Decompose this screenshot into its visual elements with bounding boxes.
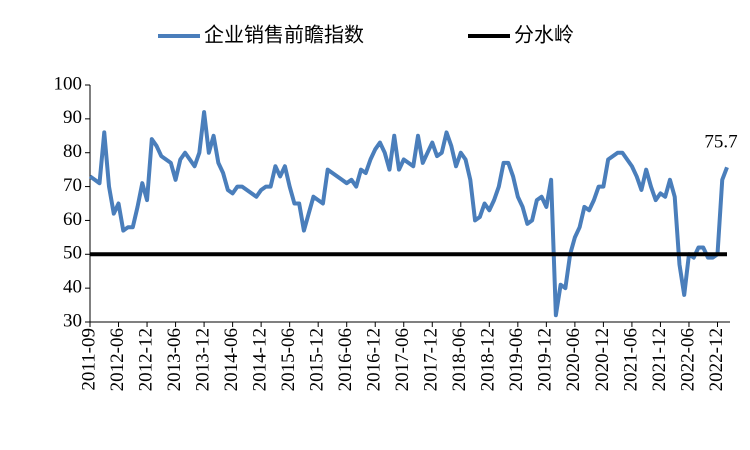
y-tick-label: 50	[63, 243, 82, 264]
legend-label: 分水岭	[514, 23, 574, 47]
x-tick-label: 2015-06	[278, 328, 299, 391]
x-tick-label: 2021-12	[649, 328, 670, 391]
x-tick-label: 2018-12	[478, 328, 499, 391]
x-tick-label: 2019-12	[535, 328, 556, 391]
x-tick-label: 2013-12	[192, 328, 213, 391]
x-tick-label: 2022-06	[677, 328, 698, 391]
data-line	[88, 110, 729, 318]
x-tick-label: 2020-12	[592, 328, 613, 391]
y-tick-label: 70	[63, 175, 82, 196]
y-tick-label: 100	[54, 73, 83, 94]
y-tick-label: 40	[63, 277, 82, 298]
x-tick-label: 2012-06	[107, 328, 128, 391]
x-tick-label: 2021-06	[620, 328, 641, 391]
x-tick-label: 2012-12	[135, 328, 156, 391]
x-tick-label: 2017-12	[421, 328, 442, 391]
x-tick-label: 2014-06	[221, 328, 242, 391]
x-tick-label: 2013-06	[164, 328, 185, 391]
x-tick-label: 2016-06	[335, 328, 356, 391]
x-tick-label: 2018-06	[449, 328, 470, 391]
legend: 企业销售前瞻指数 分水岭	[158, 23, 574, 47]
x-tick-label: 2022-12	[706, 328, 727, 391]
y-tick-label: 60	[63, 209, 82, 230]
x-tick-label: 2017-06	[392, 328, 413, 391]
y-tick-label: 90	[63, 107, 82, 128]
x-tick-label: 2016-12	[364, 328, 385, 391]
x-tick-label: 2015-12	[307, 328, 328, 391]
data-label: 75.7	[704, 132, 737, 153]
y-tick-label: 80	[63, 141, 82, 162]
x-tick-label: 2019-06	[506, 328, 527, 391]
legend-label: 企业销售前瞻指数	[204, 23, 364, 47]
x-tick-label: 2014-12	[249, 328, 270, 391]
y-tick-label: 30	[63, 310, 82, 331]
x-tick-label: 2020-06	[563, 328, 584, 391]
x-tick-label: 2011-09	[78, 328, 99, 391]
